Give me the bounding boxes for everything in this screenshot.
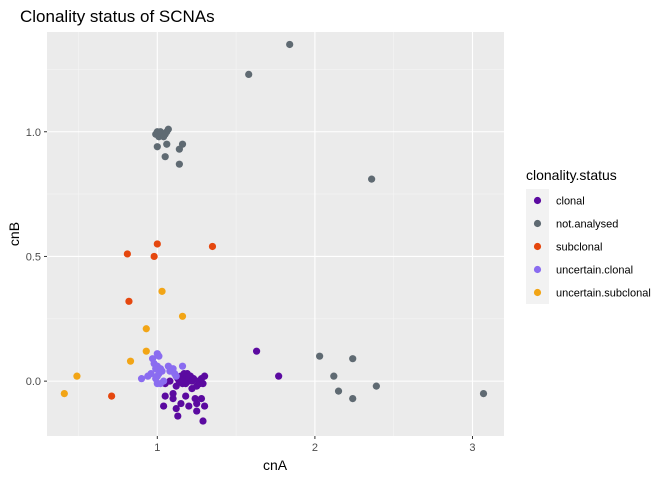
legend: clonality.status clonal not.analysed subcl… — [526, 167, 651, 304]
data-point — [193, 399, 201, 408]
data-point — [245, 70, 253, 78]
data-point — [108, 392, 116, 400]
data-point — [479, 390, 488, 398]
data-point — [166, 377, 174, 385]
data-point — [163, 140, 171, 148]
data-point — [155, 352, 163, 360]
y-tick-label: 0.5 — [26, 251, 41, 263]
data-points — [60, 40, 488, 425]
legend-label: not.analysed — [556, 219, 618, 231]
data-point — [178, 362, 187, 370]
legend-item: uncertain.clonal — [526, 258, 633, 281]
legend-item: not.analysed — [526, 212, 618, 235]
data-point — [142, 325, 150, 333]
data-point — [252, 347, 261, 355]
data-point — [330, 372, 338, 380]
data-point — [199, 380, 207, 388]
data-point — [199, 417, 207, 425]
data-point — [123, 250, 131, 258]
y-axis-title: cnB — [6, 222, 22, 246]
plot-panel — [47, 32, 504, 436]
data-point — [153, 143, 161, 151]
data-point — [160, 133, 168, 141]
data-point — [275, 372, 283, 380]
data-point — [158, 287, 166, 295]
series-uncertain-subclonal — [60, 287, 187, 398]
data-point — [160, 402, 168, 410]
legend-marker — [533, 219, 542, 228]
data-point — [182, 380, 190, 388]
data-point — [334, 387, 343, 395]
data-point — [164, 125, 172, 133]
legend-item: uncertain.subclonal — [526, 281, 651, 304]
data-point — [161, 153, 169, 161]
data-point — [175, 145, 183, 153]
data-point — [182, 392, 190, 400]
series-uncertain-clonal — [137, 350, 187, 388]
data-point — [150, 252, 158, 261]
data-point — [286, 40, 294, 49]
legend-marker — [533, 265, 542, 274]
legend-items: clonal not.analysed subclonal uncertain.clo… — [526, 189, 651, 304]
data-point — [193, 407, 201, 415]
legend-title: clonality.status — [526, 167, 617, 183]
y-tick-label: 1.0 — [26, 127, 41, 139]
series-not-analysed — [152, 40, 488, 403]
data-point — [142, 347, 150, 355]
data-point — [177, 399, 185, 408]
series-clonal — [160, 347, 283, 425]
data-point — [372, 382, 380, 390]
legend-label: subclonal — [556, 242, 602, 254]
data-point — [368, 175, 376, 183]
data-point — [188, 377, 196, 385]
data-point — [349, 355, 357, 363]
chart-title: Clonality status of SCNAs — [20, 7, 215, 26]
data-point — [169, 390, 177, 398]
data-point — [169, 394, 177, 403]
data-point — [178, 312, 187, 320]
data-point — [185, 402, 193, 410]
data-point — [175, 160, 183, 168]
legend-marker — [533, 288, 542, 297]
data-point — [172, 404, 180, 413]
data-point — [73, 372, 81, 380]
x-axis-title: cnA — [263, 457, 288, 473]
legend-label: clonal — [556, 196, 585, 208]
series-subclonal — [108, 240, 217, 400]
x-tick-label: 3 — [469, 442, 475, 454]
x-tick-label: 2 — [312, 442, 318, 454]
data-point — [316, 352, 324, 360]
data-point — [200, 372, 209, 380]
data-point — [197, 394, 206, 403]
data-point — [153, 372, 161, 380]
legend-item: clonal — [526, 189, 585, 212]
data-point — [172, 372, 180, 380]
data-point — [126, 357, 135, 365]
data-point — [349, 394, 357, 403]
legend-label: uncertain.clonal — [556, 265, 633, 277]
legend-marker — [533, 242, 542, 251]
data-point — [153, 240, 161, 248]
y-tick-label: 0.0 — [26, 376, 41, 388]
axes: 1 2 3 0.0 0.5 1.0 — [26, 127, 476, 454]
x-tick-label: 1 — [154, 442, 160, 454]
data-point — [161, 392, 169, 400]
data-point — [60, 390, 68, 398]
data-point — [174, 412, 182, 420]
data-point — [144, 372, 152, 380]
legend-marker — [533, 196, 542, 205]
data-point — [208, 242, 217, 251]
data-point — [137, 375, 146, 383]
data-point — [125, 297, 133, 305]
data-point — [160, 377, 168, 385]
data-point — [200, 402, 209, 410]
data-point — [169, 365, 177, 373]
legend-item: subclonal — [526, 235, 602, 258]
legend-label: uncertain.subclonal — [556, 288, 651, 300]
